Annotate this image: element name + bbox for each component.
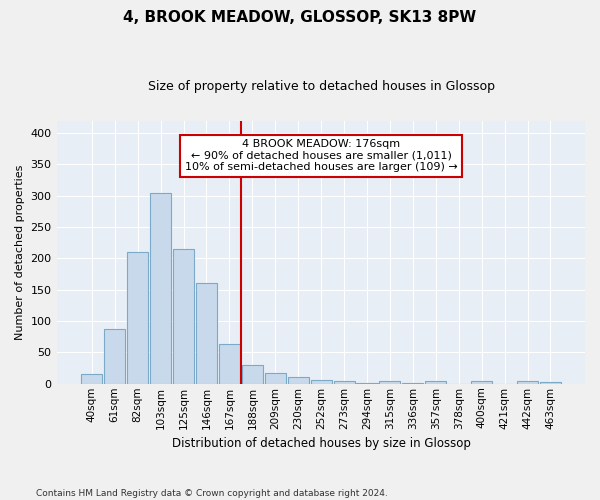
- Bar: [356, 382, 377, 384]
- Text: 4 BROOK MEADOW: 176sqm
← 90% of detached houses are smaller (1,011)
10% of semi-: 4 BROOK MEADOW: 176sqm ← 90% of detached…: [185, 139, 457, 172]
- Bar: [219, 344, 240, 384]
- Bar: [127, 252, 148, 384]
- Bar: [334, 382, 355, 384]
- Bar: [379, 382, 400, 384]
- Bar: [540, 382, 561, 384]
- Bar: [173, 249, 194, 384]
- Bar: [471, 382, 492, 384]
- Bar: [104, 328, 125, 384]
- Text: 4, BROOK MEADOW, GLOSSOP, SK13 8PW: 4, BROOK MEADOW, GLOSSOP, SK13 8PW: [124, 10, 476, 25]
- Bar: [81, 374, 103, 384]
- Bar: [425, 382, 446, 384]
- Bar: [265, 373, 286, 384]
- Bar: [311, 380, 332, 384]
- Y-axis label: Number of detached properties: Number of detached properties: [15, 164, 25, 340]
- Bar: [150, 194, 171, 384]
- Bar: [403, 383, 424, 384]
- Bar: [517, 382, 538, 384]
- Bar: [242, 365, 263, 384]
- X-axis label: Distribution of detached houses by size in Glossop: Distribution of detached houses by size …: [172, 437, 470, 450]
- Bar: [196, 284, 217, 384]
- Bar: [287, 378, 309, 384]
- Title: Size of property relative to detached houses in Glossop: Size of property relative to detached ho…: [148, 80, 494, 93]
- Text: Contains HM Land Registry data © Crown copyright and database right 2024.: Contains HM Land Registry data © Crown c…: [36, 488, 388, 498]
